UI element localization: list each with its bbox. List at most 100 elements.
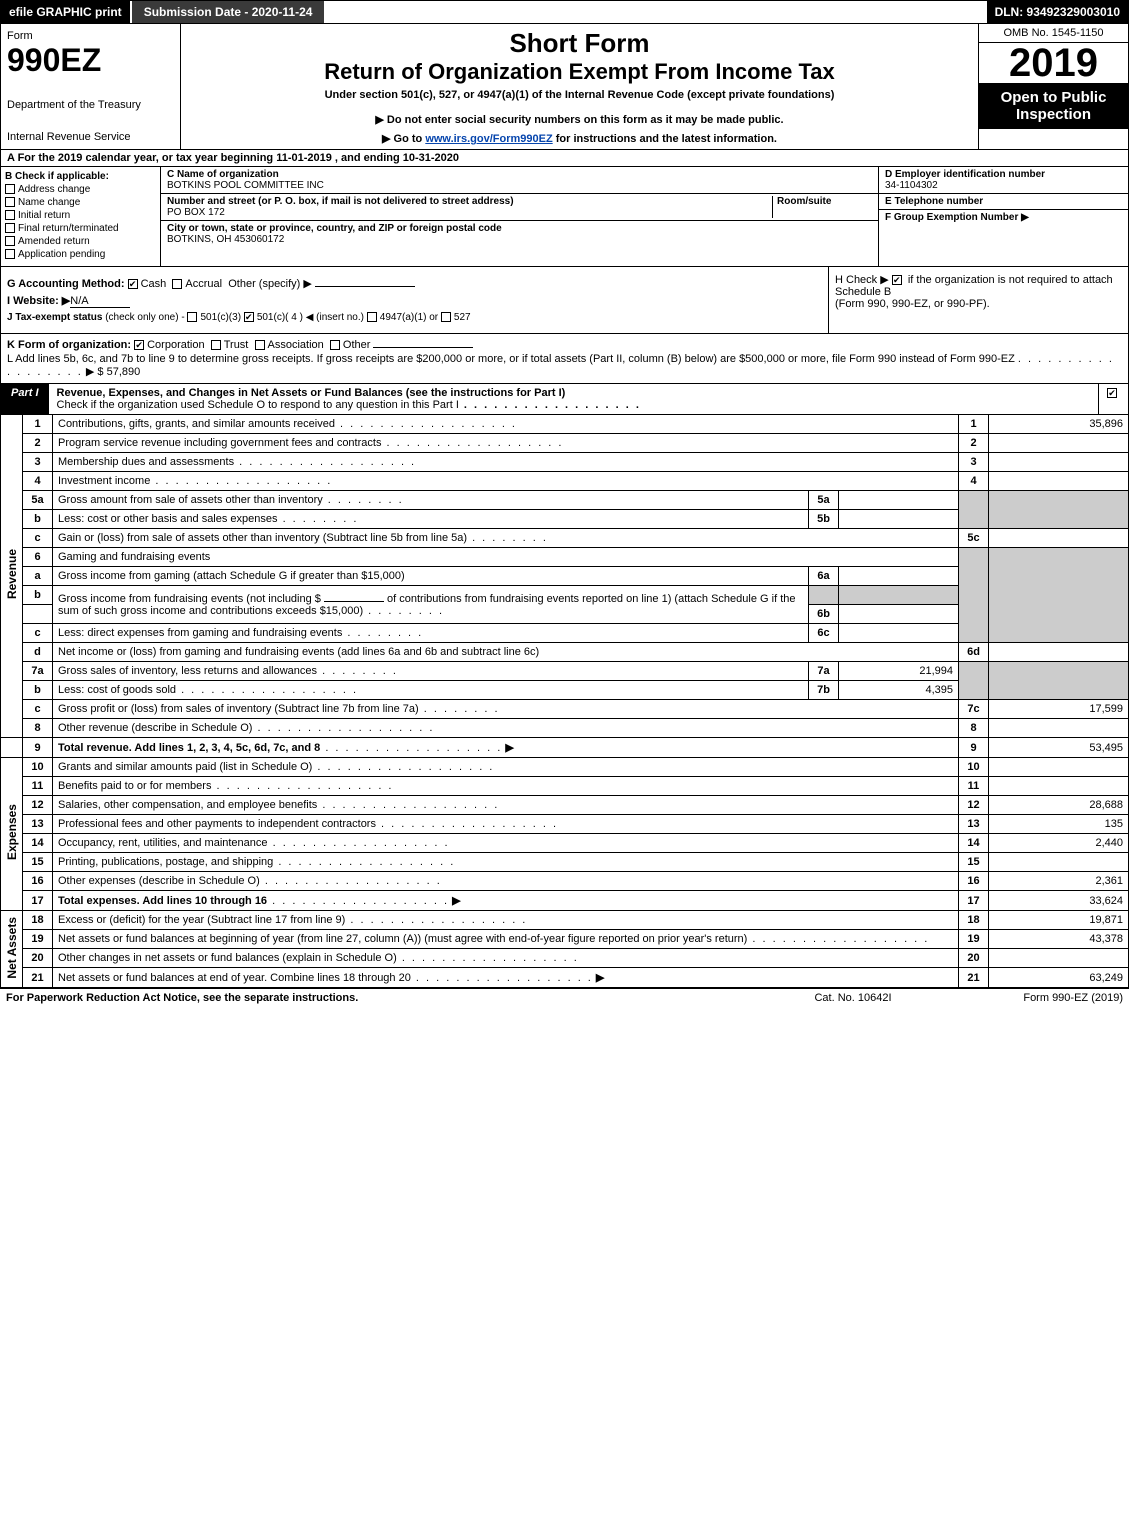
amt-1: 35,896 bbox=[989, 415, 1129, 434]
line-1: Revenue 1 Contributions, gifts, grants, … bbox=[1, 415, 1129, 434]
line-17: 17 Total expenses. Add lines 10 through … bbox=[1, 891, 1129, 911]
amt-10 bbox=[989, 758, 1129, 777]
dln-label: DLN: 93492329003010 bbox=[987, 1, 1128, 23]
chk-final-return[interactable]: Final return/terminated bbox=[5, 223, 156, 234]
chk-corporation[interactable] bbox=[134, 340, 144, 350]
chk-527[interactable] bbox=[441, 312, 451, 322]
form-title: Return of Organization Exempt From Incom… bbox=[191, 59, 968, 85]
chk-amended-return[interactable]: Amended return bbox=[5, 236, 156, 247]
line-2: 2 Program service revenue including gove… bbox=[1, 434, 1129, 453]
tax-exempt-status: J Tax-exempt status (check only one) - 5… bbox=[7, 312, 822, 323]
subamt-7a: 21,994 bbox=[839, 662, 959, 681]
page-footer: For Paperwork Reduction Act Notice, see … bbox=[0, 988, 1129, 1007]
amt-21: 63,249 bbox=[989, 968, 1129, 988]
chk-address-change[interactable]: Address change bbox=[5, 184, 156, 195]
line-20: 20 Other changes in net assets or fund b… bbox=[1, 949, 1129, 968]
form-ref: Form 990-EZ (2019) bbox=[943, 992, 1123, 1004]
revenue-side-label: Revenue bbox=[5, 549, 19, 599]
phone-label: E Telephone number bbox=[885, 196, 1122, 207]
amt-11 bbox=[989, 777, 1129, 796]
amt-6d bbox=[989, 643, 1129, 662]
ghij-left: G Accounting Method: Cash Accrual Other … bbox=[1, 267, 828, 333]
cat-number: Cat. No. 10642I bbox=[763, 992, 943, 1004]
other-specify-input[interactable] bbox=[315, 286, 415, 287]
website-value: N/A bbox=[70, 295, 130, 308]
expenses-side-label: Expenses bbox=[5, 804, 19, 860]
website-line: I Website: ▶N/A bbox=[7, 294, 822, 308]
chk-501c3[interactable] bbox=[187, 312, 197, 322]
section-g-label: G Accounting Method: bbox=[7, 278, 125, 290]
chk-schedule-b[interactable] bbox=[892, 275, 902, 285]
part-1-header: Part I Revenue, Expenses, and Changes in… bbox=[0, 384, 1129, 415]
part-1-title: Revenue, Expenses, and Changes in Net As… bbox=[49, 384, 1098, 414]
line-21: 21 Net assets or fund balances at end of… bbox=[1, 968, 1129, 988]
kl-block: K Form of organization: Corporation Trus… bbox=[0, 334, 1129, 384]
ein-value: 34-1104302 bbox=[885, 180, 1122, 191]
line-4: 4 Investment income 4 bbox=[1, 472, 1129, 491]
irs-link[interactable]: www.irs.gov/Form990EZ bbox=[425, 133, 552, 145]
group-exemption-label: F Group Exemption Number ▶ bbox=[885, 212, 1122, 223]
chk-4947[interactable] bbox=[367, 312, 377, 322]
org-name: BOTKINS POOL COMMITTEE INC bbox=[167, 180, 872, 191]
line-11: 11 Benefits paid to or for members 11 bbox=[1, 777, 1129, 796]
line-15: 15 Printing, publications, postage, and … bbox=[1, 853, 1129, 872]
line-18: Net Assets 18 Excess or (deficit) for th… bbox=[1, 911, 1129, 930]
chk-name-change[interactable]: Name change bbox=[5, 197, 156, 208]
subamt-5b bbox=[839, 510, 959, 529]
line-19: 19 Net assets or fund balances at beginn… bbox=[1, 930, 1129, 949]
section-i-label: I Website: ▶ bbox=[7, 295, 70, 307]
line-3: 3 Membership dues and assessments 3 bbox=[1, 453, 1129, 472]
line-5c: c Gain or (loss) from sale of assets oth… bbox=[1, 529, 1129, 548]
amt-13: 135 bbox=[989, 815, 1129, 834]
tax-year: 2019 bbox=[979, 43, 1128, 83]
section-l-amount: ▶ $ 57,890 bbox=[86, 366, 140, 378]
subamt-5a bbox=[839, 491, 959, 510]
open-inspection: Open to Public Inspection bbox=[979, 83, 1128, 129]
paperwork-notice: For Paperwork Reduction Act Notice, see … bbox=[6, 992, 763, 1004]
chk-application-pending[interactable]: Application pending bbox=[5, 249, 156, 260]
header-left: Form 990EZ Department of the Treasury In… bbox=[1, 24, 181, 149]
chk-association[interactable] bbox=[255, 340, 265, 350]
amt-4 bbox=[989, 472, 1129, 491]
chk-trust[interactable] bbox=[211, 340, 221, 350]
accounting-method: G Accounting Method: Cash Accrual Other … bbox=[7, 277, 822, 290]
city-value: BOTKINS, OH 453060172 bbox=[167, 234, 872, 245]
contrib-input[interactable] bbox=[324, 601, 384, 602]
city-label: City or town, state or province, country… bbox=[167, 223, 872, 234]
amt-3 bbox=[989, 453, 1129, 472]
chk-initial-return[interactable]: Initial return bbox=[5, 210, 156, 221]
line-12: 12 Salaries, other compensation, and emp… bbox=[1, 796, 1129, 815]
section-l-text: L Add lines 5b, 6c, and 7b to line 9 to … bbox=[7, 353, 1015, 365]
chk-501c[interactable] bbox=[244, 312, 254, 322]
amt-19: 43,378 bbox=[989, 930, 1129, 949]
org-name-label: C Name of organization bbox=[167, 169, 872, 180]
amt-7c: 17,599 bbox=[989, 700, 1129, 719]
section-j-label: J Tax-exempt status bbox=[7, 312, 102, 323]
subamt-7b: 4,395 bbox=[839, 681, 959, 700]
ssn-warning: ▶ Do not enter social security numbers o… bbox=[191, 113, 968, 126]
form-header: Form 990EZ Department of the Treasury In… bbox=[0, 24, 1129, 150]
chk-accrual[interactable] bbox=[172, 279, 182, 289]
goto-prefix: ▶ Go to bbox=[382, 133, 425, 145]
street-label: Number and street (or P. O. box, if mail… bbox=[167, 196, 772, 207]
section-l: L Add lines 5b, 6c, and 7b to line 9 to … bbox=[7, 353, 1122, 378]
line-14: 14 Occupancy, rent, utilities, and maint… bbox=[1, 834, 1129, 853]
header-middle: Short Form Return of Organization Exempt… bbox=[181, 24, 978, 149]
amt-18: 19,871 bbox=[989, 911, 1129, 930]
efile-print-label[interactable]: efile GRAPHIC print bbox=[1, 1, 130, 23]
amt-20 bbox=[989, 949, 1129, 968]
header-right: OMB No. 1545-1150 2019 Open to Public In… bbox=[978, 24, 1128, 149]
section-h-text3: (Form 990, 990-EZ, or 990-PF). bbox=[835, 298, 990, 310]
part-1-checkbox[interactable] bbox=[1098, 384, 1128, 414]
form-subtitle: Under section 501(c), 527, or 4947(a)(1)… bbox=[191, 89, 968, 101]
line-8: 8 Other revenue (describe in Schedule O)… bbox=[1, 719, 1129, 738]
section-b: B Check if applicable: Address change Na… bbox=[1, 167, 161, 266]
amt-17: 33,624 bbox=[989, 891, 1129, 911]
chk-other-org[interactable] bbox=[330, 340, 340, 350]
amt-5c bbox=[989, 529, 1129, 548]
tax-period: A For the 2019 calendar year, or tax yea… bbox=[0, 150, 1129, 167]
chk-cash[interactable] bbox=[128, 279, 138, 289]
ein-label: D Employer identification number bbox=[885, 169, 1122, 180]
section-def: D Employer identification number 34-1104… bbox=[878, 167, 1128, 266]
other-org-input[interactable] bbox=[373, 347, 473, 348]
